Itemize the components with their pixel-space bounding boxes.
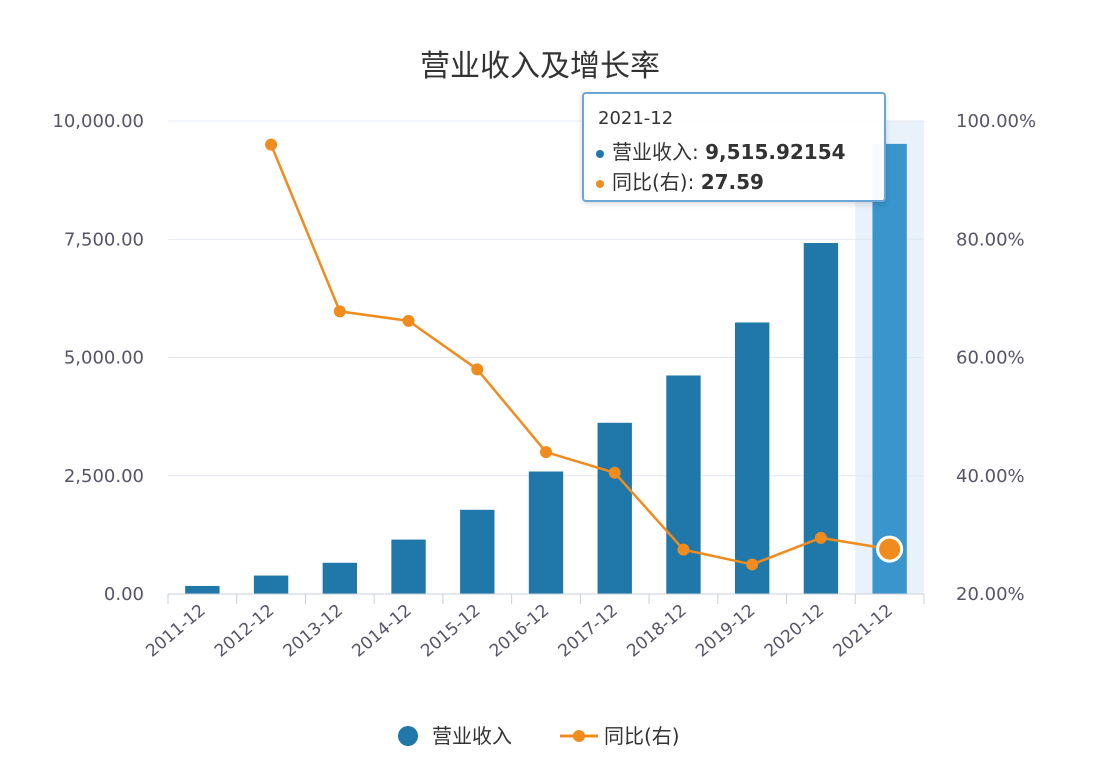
- tooltip-revenue-label: 营业收入:: [612, 140, 699, 164]
- revenue-bar[interactable]: [666, 375, 701, 594]
- left-tick-label: 10,000.00: [52, 111, 144, 132]
- left-tick-label: 7,500.00: [64, 229, 144, 250]
- tooltip: 2021-12 营业收入: 9,515.92154 同比(右): 27.59: [582, 92, 886, 202]
- tooltip-growth-row: 同比(右): 27.59: [596, 166, 764, 195]
- revenue-bar[interactable]: [735, 322, 770, 594]
- legend-revenue-marker: [398, 726, 418, 746]
- right-tick-label: 80.00%: [956, 229, 1025, 250]
- x-tick-label: 2020-12: [761, 601, 828, 662]
- x-tick-label: 2016-12: [486, 601, 553, 662]
- tooltip-title: 2021-12: [598, 108, 674, 129]
- x-tick-label: 2021-12: [830, 601, 897, 662]
- x-tick-label: 2017-12: [555, 601, 622, 662]
- growth-point[interactable]: [333, 305, 346, 318]
- tooltip-revenue-value: 9,515.92154: [705, 140, 846, 164]
- tooltip-growth-dot: [596, 179, 604, 188]
- revenue-bar[interactable]: [872, 143, 907, 594]
- left-axis: 0.00 2,500.00 5,000.00 7,500.00 10,000.00: [52, 111, 144, 605]
- tooltip-revenue-row: 营业收入: 9,515.92154: [596, 136, 846, 165]
- tooltip-revenue-dot: [596, 149, 604, 158]
- growth-point[interactable]: [677, 543, 690, 556]
- revenue-bar[interactable]: [322, 562, 357, 594]
- revenue-bar[interactable]: [460, 509, 495, 594]
- x-tick-label: 2011-12: [142, 601, 209, 662]
- left-tick-label: 5,000.00: [64, 348, 144, 369]
- revenue-bar[interactable]: [597, 422, 632, 594]
- x-tick-label: 2018-12: [623, 601, 690, 662]
- bars-layer: [185, 143, 907, 594]
- right-tick-label: 40.00%: [956, 466, 1025, 487]
- revenue-bar[interactable]: [391, 539, 426, 594]
- right-axis: 20.00% 40.00% 60.00% 80.00% 100.00%: [956, 111, 1036, 605]
- growth-point[interactable]: [814, 531, 827, 544]
- tooltip-growth-label: 同比(右):: [612, 170, 695, 194]
- revenue-bar[interactable]: [253, 575, 289, 594]
- x-tick-label: 2012-12: [211, 601, 278, 662]
- growth-point[interactable]: [540, 446, 552, 459]
- growth-point-highlighted[interactable]: [876, 535, 904, 563]
- right-tick-label: 100.00%: [956, 111, 1036, 132]
- x-tick-label: 2015-12: [417, 601, 484, 662]
- growth-point[interactable]: [471, 363, 484, 376]
- growth-line: [269, 144, 890, 566]
- x-axis: 2011-12 2012-12 2013-12 2014-12 2015-12 2016-…: [142, 593, 925, 662]
- left-tick-label: 2,500.00: [64, 466, 144, 487]
- right-tick-label: 20.00%: [956, 584, 1025, 605]
- revenue-bar[interactable]: [185, 585, 220, 594]
- legend: 营业收入 同比(右): [398, 724, 680, 748]
- x-tick-label: 2013-12: [280, 601, 347, 662]
- growth-point[interactable]: [402, 314, 415, 327]
- growth-point[interactable]: [746, 558, 759, 571]
- x-tick-label: 2014-12: [348, 601, 415, 662]
- tooltip-growth-value: 27.59: [700, 170, 764, 194]
- growth-point[interactable]: [608, 466, 621, 479]
- chart-title: 营业收入及增长率: [420, 49, 660, 84]
- legend-revenue-label[interactable]: 营业收入: [432, 724, 512, 748]
- left-tick-label: 0.00: [104, 584, 144, 605]
- revenue-bar[interactable]: [528, 471, 564, 594]
- right-tick-label: 60.00%: [956, 348, 1025, 369]
- growth-point[interactable]: [265, 138, 278, 151]
- legend-growth-marker: [573, 730, 585, 742]
- x-tick-label: 2019-12: [692, 601, 759, 662]
- legend-growth-label[interactable]: 同比(右): [604, 724, 680, 748]
- growth-line-layer: [265, 138, 904, 571]
